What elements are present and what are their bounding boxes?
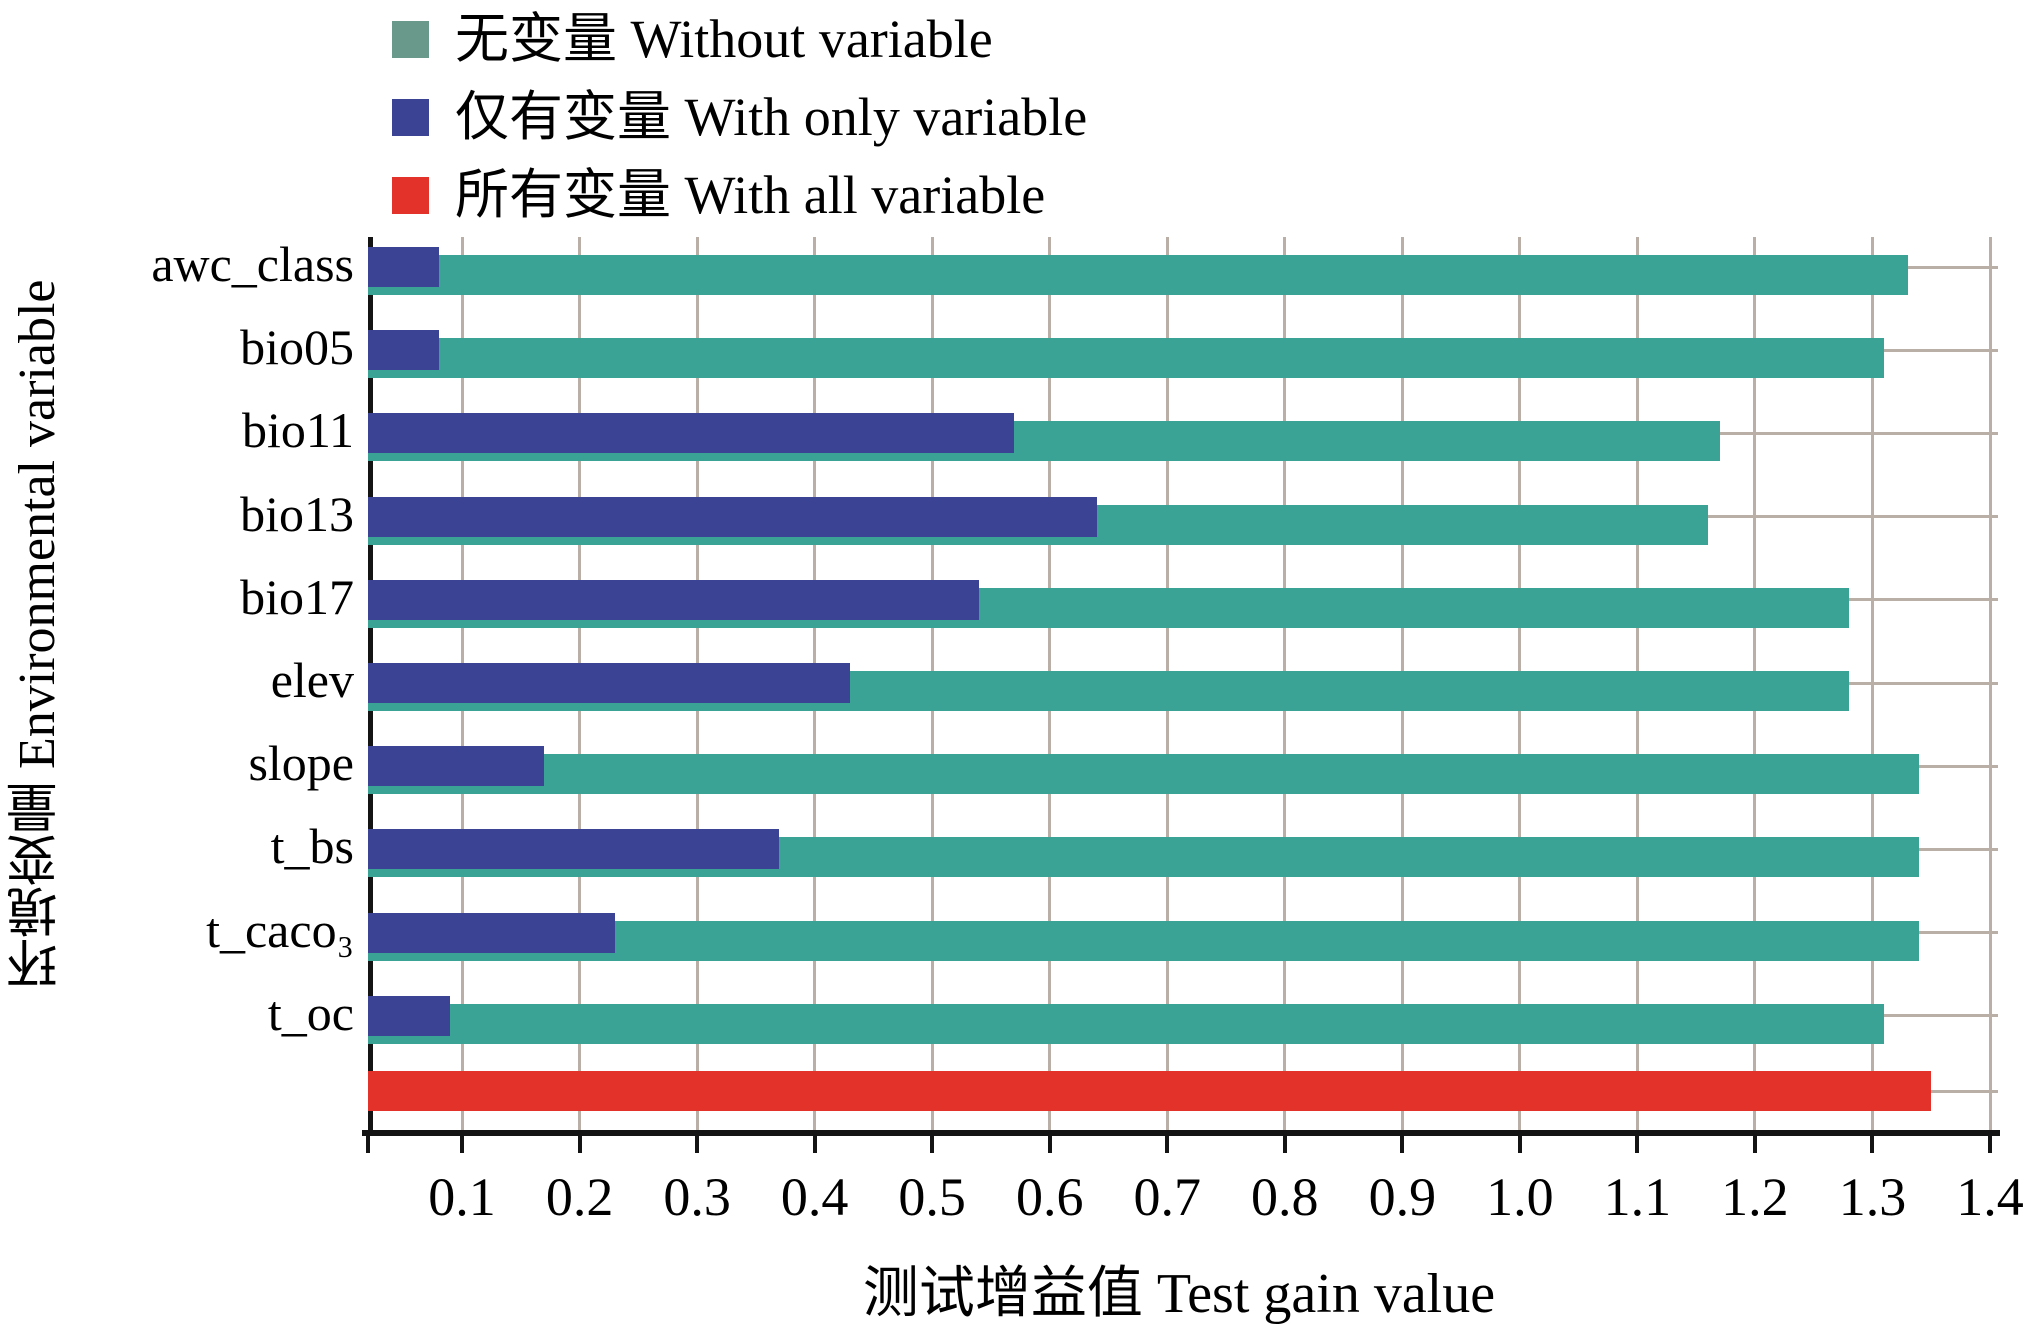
- x-tick: [366, 1136, 370, 1153]
- legend-item-with-all-variable: 所有变量 With all variable: [392, 158, 1087, 232]
- bar-with-only-variable: [368, 912, 615, 953]
- x-tick: [1282, 1136, 1287, 1153]
- x-tick: [695, 1136, 700, 1153]
- x-tick: [1635, 1136, 1640, 1153]
- bar-with-only-variable: [368, 247, 439, 287]
- x-tick-label: 0.7: [1133, 1167, 1201, 1227]
- x-tick-label: 1.1: [1603, 1167, 1672, 1227]
- y-tick-label: awc_class: [151, 236, 354, 292]
- y-tick-label: bio13: [240, 485, 354, 542]
- x-tick: [812, 1136, 817, 1153]
- x-tick: [577, 1136, 582, 1153]
- bar-with-only-variable: [368, 496, 1097, 537]
- x-tick: [1400, 1136, 1405, 1153]
- y-tick-label: t_caco₃: [206, 901, 354, 958]
- x-tick: [930, 1136, 935, 1153]
- x-tick-label: 1.2: [1721, 1167, 1789, 1227]
- legend-swatch-without-variable-icon: [392, 20, 429, 58]
- x-tick-label: 0.4: [780, 1167, 849, 1227]
- x-tick: [1752, 1136, 1757, 1153]
- bar-without-variable: [368, 338, 1885, 379]
- plot-area: [368, 237, 1998, 1130]
- bar-with-all-variable: [368, 1071, 1932, 1111]
- x-tick-label: 0.6: [1015, 1167, 1084, 1227]
- x-tick: [1870, 1136, 1875, 1153]
- bar-without-variable: [368, 754, 1920, 795]
- bar-with-only-variable: [368, 413, 1015, 454]
- x-tick: [460, 1136, 465, 1153]
- bar-with-only-variable: [368, 746, 545, 787]
- y-tick-label: slope: [248, 735, 354, 792]
- x-tick-label: 0.5: [898, 1167, 966, 1227]
- x-tick-label: 0.3: [663, 1167, 731, 1227]
- bar-with-only-variable: [368, 579, 980, 620]
- x-tick: [1165, 1136, 1170, 1153]
- x-tick-label: 1.4: [1956, 1167, 2024, 1227]
- x-tick-label: 0.8: [1251, 1167, 1319, 1227]
- legend: 无变量 Without variable 仅有变量 With only vari…: [392, 2, 1087, 236]
- x-tick-label: 1.3: [1838, 1167, 1907, 1227]
- x-tick-label: 0.2: [545, 1167, 614, 1227]
- legend-label: 无变量 Without variable: [455, 9, 993, 69]
- bar-with-only-variable: [368, 829, 780, 870]
- y-tick-label: bio11: [241, 402, 354, 459]
- x-tick: [1988, 1136, 1992, 1153]
- y-tick-label: elev: [270, 652, 354, 708]
- x-axis-title: 测试增益值 Test gain value: [862, 1263, 1496, 1325]
- y-tick-label: t_oc: [267, 984, 354, 1041]
- x-axis-line: [362, 1130, 2000, 1136]
- legend-label: 仅有变量 With only variable: [455, 87, 1088, 147]
- bar-without-variable: [368, 1003, 1885, 1044]
- x-tick: [1047, 1136, 1052, 1153]
- legend-swatch-with-all-variable-icon: [392, 176, 429, 214]
- y-tick-label: t_bs: [270, 818, 354, 875]
- legend-item-without-variable: 无变量 Without variable: [392, 2, 1087, 76]
- x-tick-label: 0.1: [428, 1167, 496, 1227]
- bar-without-variable: [368, 920, 1920, 961]
- bar-with-only-variable: [368, 663, 850, 703]
- legend-label: 所有变量 With all variable: [455, 165, 1046, 225]
- x-tick-label: 1.0: [1486, 1167, 1554, 1227]
- bar-without-variable: [368, 255, 1908, 295]
- y-tick-label: bio05: [240, 319, 354, 376]
- y-tick-label: bio17: [240, 568, 354, 625]
- bar-with-only-variable: [368, 995, 451, 1036]
- x-tick: [1517, 1136, 1522, 1153]
- bar-with-only-variable: [368, 330, 439, 371]
- legend-item-with-only-variable: 仅有变量 With only variable: [392, 80, 1087, 154]
- legend-swatch-with-only-variable-icon: [392, 98, 429, 136]
- x-tick-label: 0.9: [1368, 1167, 1437, 1227]
